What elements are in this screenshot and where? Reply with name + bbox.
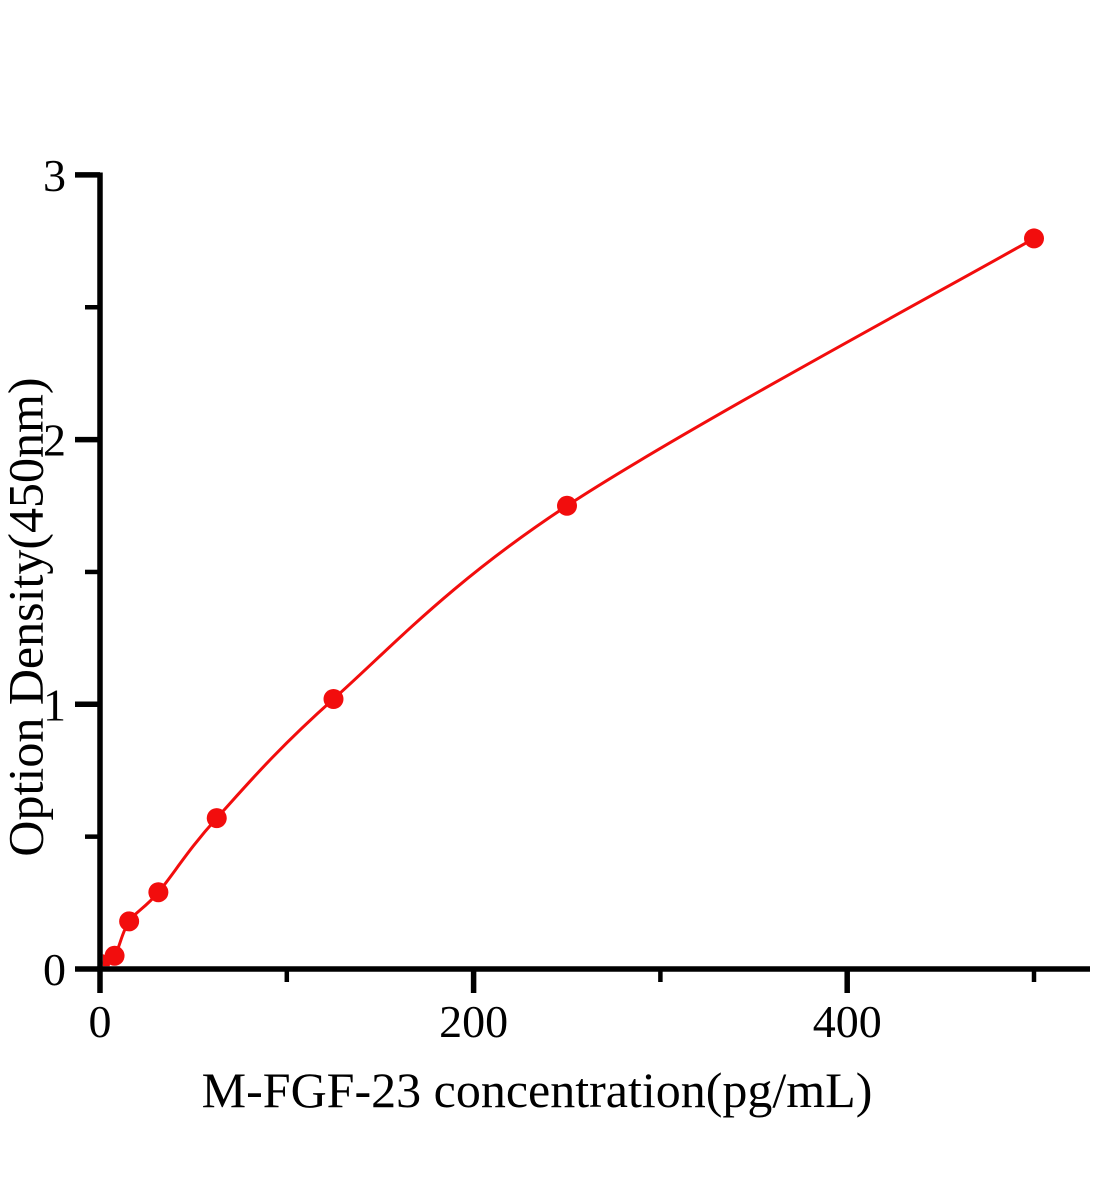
axes (75, 172, 1090, 993)
data-point-125 (323, 689, 344, 710)
y-tick-label-3: 3 (43, 150, 66, 201)
y-axis-label: Option Density(450nm) (0, 377, 54, 857)
data-point-62.5 (206, 808, 227, 829)
fit-curve-line (102, 237, 1035, 965)
data-point-7.8 (104, 945, 125, 966)
x-tick-label-0: 0 (89, 996, 112, 1047)
x-axis-label: M-FGF-23 concentration(pg/mL) (201, 1062, 873, 1118)
y-tick-label-2: 2 (43, 415, 66, 466)
data-points (102, 228, 1044, 967)
data-point-31.25 (148, 882, 169, 903)
y-tick-label-0: 0 (43, 944, 66, 995)
tick-labels: 0 200 400 0 1 2 3 (43, 150, 882, 1047)
y-tick-label-1: 1 (43, 679, 66, 730)
plot-area (102, 228, 1044, 967)
x-tick-label-200: 200 (439, 996, 508, 1047)
data-point-500 (1024, 228, 1044, 249)
data-point-250 (557, 495, 577, 516)
data-point-15.6 (119, 911, 140, 932)
x-tick-label-400: 400 (813, 996, 882, 1047)
